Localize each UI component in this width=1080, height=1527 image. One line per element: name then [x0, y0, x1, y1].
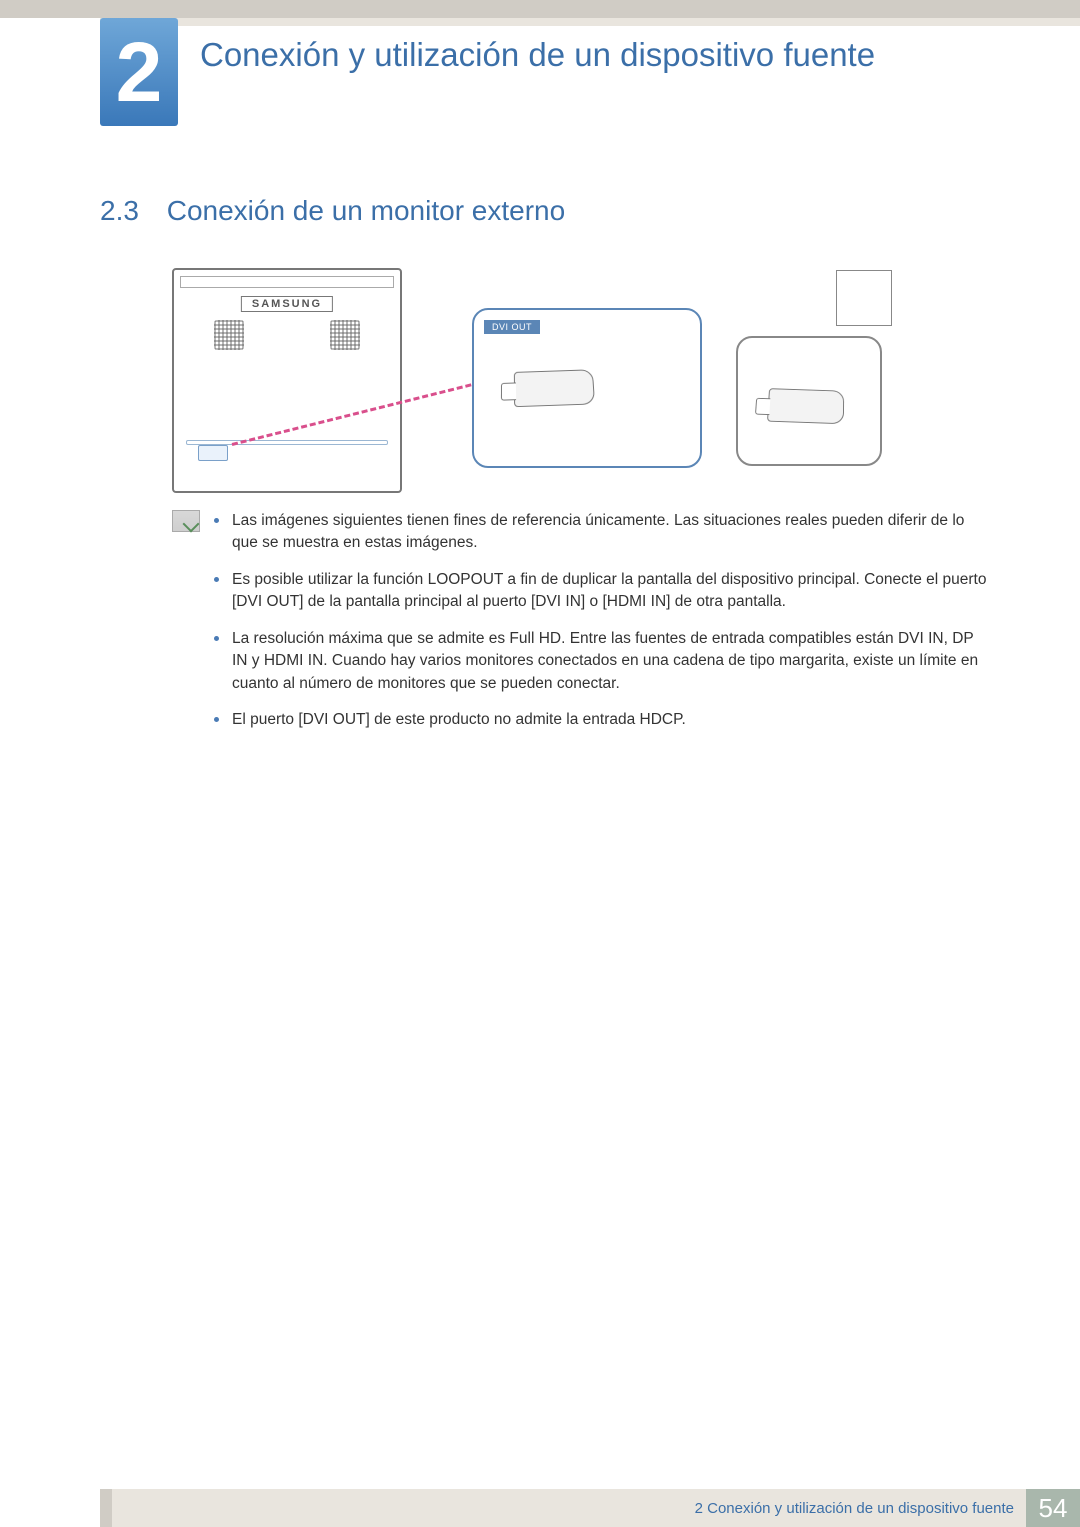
chapter-number-badge: 2: [100, 18, 178, 126]
top-bar: [0, 0, 1080, 18]
brand-label: SAMSUNG: [241, 296, 333, 312]
dvi-out-callout: DVI OUT: [472, 308, 702, 468]
chapter-number: 2: [116, 30, 163, 114]
footer-text: 2 Conexión y utilización de un dispositi…: [695, 1500, 1014, 1517]
section-title: Conexión de un monitor externo: [167, 195, 565, 226]
note-icon: [172, 510, 200, 532]
dvi-out-port: [198, 445, 228, 461]
note-block: Las imágenes siguientes tienen fines de …: [172, 510, 990, 746]
note-item: El puerto [DVI OUT] de este producto no …: [214, 709, 990, 731]
header-strip: [100, 18, 1080, 26]
section-heading: 2.3 Conexión de un monitor externo: [100, 195, 565, 227]
note-item: Las imágenes siguientes tienen fines de …: [214, 510, 990, 555]
note-item: Es posible utilizar la función LOOPOUT a…: [214, 569, 990, 614]
dvi-in-callout: [736, 336, 882, 466]
note-item: La resolución máxima que se admite es Fu…: [214, 628, 990, 695]
external-device-box: [836, 270, 892, 326]
footer-accent-bar: [100, 1489, 112, 1527]
monitor-rear-illustration: SAMSUNG: [172, 268, 402, 493]
callout-port-label: DVI OUT: [484, 320, 540, 334]
note-list: Las imágenes siguientes tienen fines de …: [214, 510, 990, 746]
dvi-connector-icon: [514, 369, 595, 407]
connection-diagram: SAMSUNG DVI OUT: [172, 268, 892, 498]
dvi-connector-icon: [767, 388, 844, 424]
page-footer: 2 Conexión y utilización de un dispositi…: [0, 1489, 1080, 1527]
vent-icon: [330, 320, 360, 350]
vent-icon: [214, 320, 244, 350]
page-number: 54: [1026, 1489, 1080, 1527]
chapter-title: Conexión y utilización de un dispositivo…: [200, 34, 1020, 75]
section-number: 2.3: [100, 195, 139, 226]
